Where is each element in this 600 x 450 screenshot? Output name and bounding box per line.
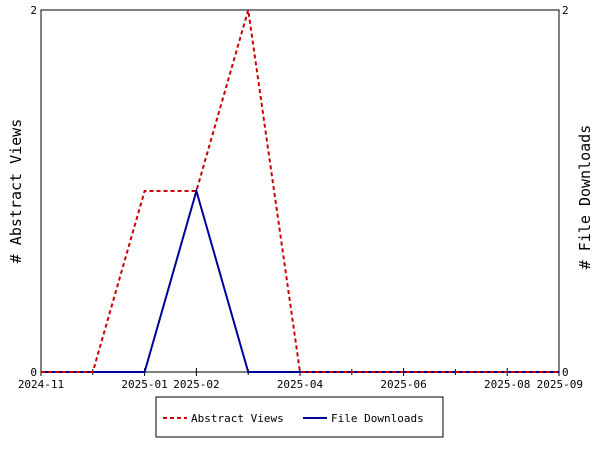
x-tick-label-1: 2025-01 xyxy=(121,378,167,391)
legend: Abstract Views File Downloads xyxy=(155,396,444,438)
x-axis-ticks: 2024-11 2025-01 2025-02 2025-04 2025-06 2025-… xyxy=(18,368,583,391)
x-tick-label-6: 2025-09 xyxy=(537,378,583,391)
x-tick-label-3: 2025-04 xyxy=(277,378,324,391)
x-tick-label-2: 2025-02 xyxy=(173,378,219,391)
y-right-tick-label-1: 2 xyxy=(562,4,569,17)
x-tick-label-0: 2024-11 xyxy=(18,378,64,391)
x-tick-label-4: 2025-06 xyxy=(380,378,426,391)
y-right-tick-label-0: 0 xyxy=(562,366,569,379)
x-tick-label-5: 2025-08 xyxy=(484,378,530,391)
y-right-axis-title: # File Downloads xyxy=(576,125,594,270)
legend-label-file-downloads: File Downloads xyxy=(331,412,424,425)
y-left-tick-label-1: 2 xyxy=(30,4,37,17)
legend-box xyxy=(155,396,444,438)
y-left-tick-label-0: 0 xyxy=(30,366,37,379)
legend-label-abstract-views: Abstract Views xyxy=(191,412,284,425)
series-line-abstract-views xyxy=(41,9,559,373)
plot-area xyxy=(40,9,560,373)
series-layer xyxy=(41,9,559,373)
y-left-axis-title: # Abstract Views xyxy=(7,119,25,264)
